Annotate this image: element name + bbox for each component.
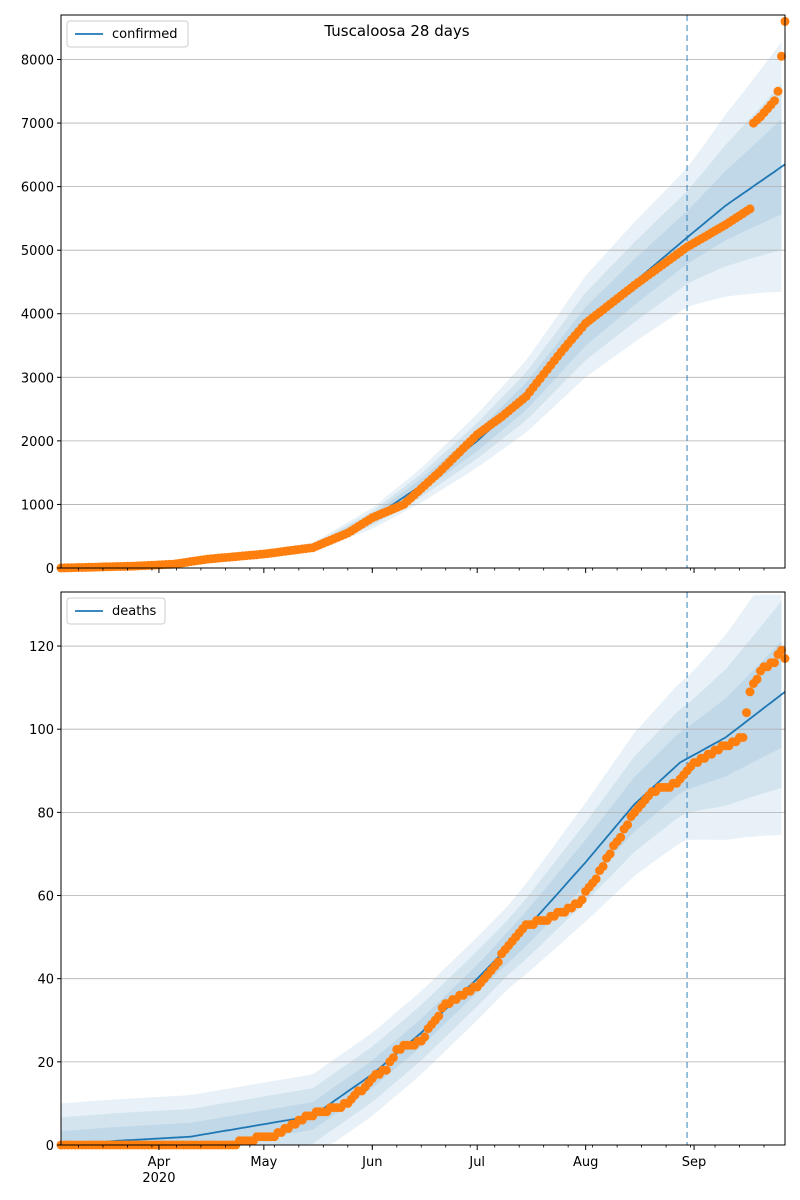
confirmed-x-axis bbox=[78, 568, 765, 573]
x-year-label: 2020 bbox=[142, 1171, 175, 1186]
deaths-axes-frame bbox=[60, 591, 786, 1146]
confirmed-observed-points bbox=[56, 16, 790, 573]
data-point bbox=[770, 96, 779, 106]
y-tick-label: 8000 bbox=[21, 53, 54, 68]
data-point bbox=[598, 861, 608, 871]
data-point bbox=[777, 645, 786, 655]
data-point bbox=[745, 687, 755, 697]
deaths-y-axis: 0 20 40 60 80 100 120 bbox=[29, 640, 61, 1154]
deaths-panel: 0 20 40 60 80 100 120 Apr May Jun Jul Aug Sep 2020 d… bbox=[29, 591, 790, 1186]
deaths-legend: deaths bbox=[66, 597, 166, 625]
y-tick-label: 120 bbox=[29, 640, 54, 655]
data-point bbox=[616, 832, 626, 842]
chart-title: Tuscaloosa 28 days bbox=[323, 22, 469, 40]
confirmed-axes-frame bbox=[60, 14, 786, 569]
y-tick-label: 60 bbox=[37, 890, 54, 905]
confirmed-legend: confirmed bbox=[66, 20, 189, 48]
data-point bbox=[381, 1065, 391, 1075]
y-tick-label: 0 bbox=[46, 562, 54, 577]
x-tick-label: Aug bbox=[573, 1155, 598, 1170]
y-tick-label: 3000 bbox=[21, 371, 54, 386]
deaths-x-axis: Apr May Jun Jul Aug Sep 2020 bbox=[78, 1145, 765, 1186]
y-tick-label: 2000 bbox=[21, 435, 54, 450]
data-point bbox=[738, 733, 748, 742]
y-tick-label: 1000 bbox=[21, 498, 54, 513]
x-tick-label: Sep bbox=[682, 1155, 707, 1170]
data-point bbox=[770, 658, 779, 668]
data-point bbox=[591, 874, 601, 884]
data-point bbox=[773, 86, 783, 96]
confirmed-y-axis: 0 1000 2000 3000 4000 5000 6000 7000 8000 bbox=[21, 53, 61, 577]
legend-label-deaths: deaths bbox=[112, 604, 157, 619]
deaths-model-line bbox=[60, 691, 786, 1146]
data-point bbox=[752, 674, 762, 684]
x-tick-label: Jul bbox=[468, 1155, 485, 1170]
y-tick-label: 4000 bbox=[21, 308, 54, 323]
data-point bbox=[623, 820, 633, 830]
y-tick-label: 6000 bbox=[21, 181, 54, 196]
deaths-observed-points bbox=[56, 645, 790, 1150]
data-point bbox=[388, 1053, 398, 1063]
x-tick-label: Apr bbox=[148, 1155, 171, 1170]
y-tick-label: 5000 bbox=[21, 244, 54, 259]
y-tick-label: 40 bbox=[37, 973, 54, 988]
data-point bbox=[420, 1032, 430, 1042]
legend-box bbox=[66, 20, 189, 48]
data-point bbox=[777, 51, 786, 61]
data-point bbox=[605, 849, 615, 859]
data-point bbox=[577, 895, 587, 905]
data-point bbox=[493, 957, 503, 967]
x-tick-label: May bbox=[250, 1155, 277, 1170]
y-tick-label: 0 bbox=[46, 1139, 54, 1154]
x-tick-label: Jun bbox=[361, 1155, 382, 1170]
legend-box bbox=[66, 597, 166, 625]
legend-label-confirmed: confirmed bbox=[112, 27, 178, 42]
forecast-band bbox=[61, 41, 782, 568]
y-tick-label: 20 bbox=[37, 1056, 54, 1071]
data-point bbox=[742, 708, 751, 718]
confirmed-panel: 0 1000 2000 3000 4000 5000 6000 7000 8000 Tuscal… bbox=[21, 14, 790, 577]
y-tick-label: 7000 bbox=[21, 117, 54, 132]
data-point bbox=[745, 204, 755, 214]
y-tick-label: 80 bbox=[37, 806, 54, 821]
y-tick-label: 100 bbox=[29, 723, 54, 738]
data-point bbox=[434, 1011, 444, 1021]
confirmed-forecast-bands bbox=[61, 41, 782, 568]
